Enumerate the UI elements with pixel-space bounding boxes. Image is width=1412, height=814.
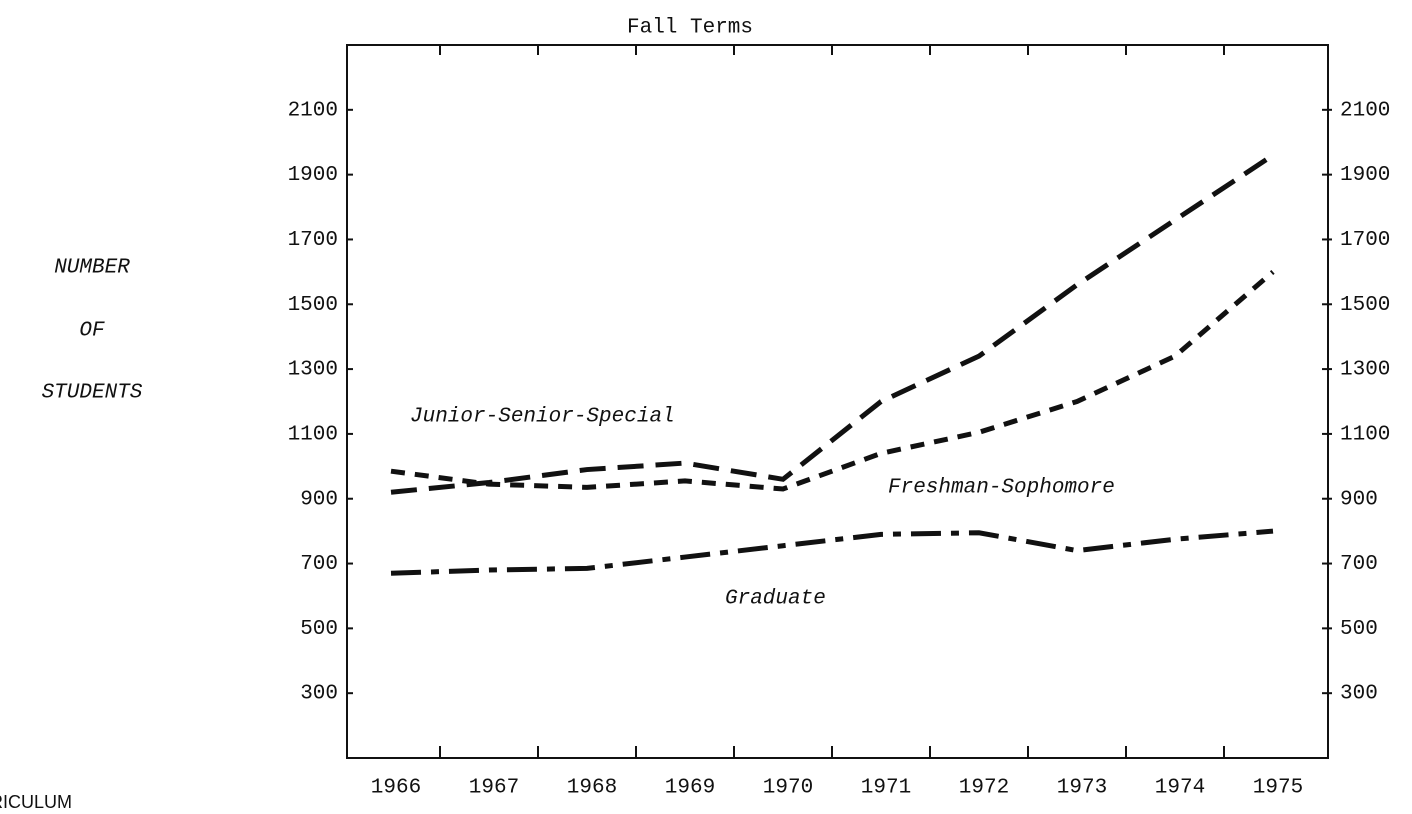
y2-tick-label: 1500 xyxy=(1340,294,1390,317)
y-tick-label: 300 xyxy=(300,683,338,706)
y2-tick-label: 700 xyxy=(1340,553,1378,576)
y2-tick-label: 900 xyxy=(1340,488,1378,511)
x-tick-label: 1969 xyxy=(665,777,715,800)
y-tick-label: 900 xyxy=(300,488,338,511)
series-line xyxy=(390,269,1275,492)
y-tick-label: 1900 xyxy=(288,164,338,187)
y-tick-label: 700 xyxy=(300,553,338,576)
y-tick-label: 1300 xyxy=(288,359,338,382)
series-label: Freshman-Sophomore xyxy=(888,477,1115,500)
y2-tick-label: 2100 xyxy=(1340,99,1390,122)
y2-tick-label: 1300 xyxy=(1340,359,1390,382)
y2-tick-label: 300 xyxy=(1340,683,1378,706)
series-label: Graduate xyxy=(725,588,826,611)
y2-tick-label: 1900 xyxy=(1340,164,1390,187)
series-label: Junior-Senior-Special xyxy=(410,406,675,429)
y2-tick-label: 1700 xyxy=(1340,229,1390,252)
y-tick-label: 1100 xyxy=(288,423,338,446)
y-axis-label: OF xyxy=(79,320,105,343)
annotation: RICULUM xyxy=(0,792,72,812)
y2-tick-label: 500 xyxy=(1340,618,1378,641)
x-tick-label: 1967 xyxy=(469,777,519,800)
y-tick-label: 500 xyxy=(300,618,338,641)
x-tick-label: 1975 xyxy=(1253,777,1303,800)
x-tick-label: 1970 xyxy=(763,777,813,800)
x-tick-label: 1966 xyxy=(371,777,421,800)
y-tick-label: 2100 xyxy=(288,99,338,122)
series-line xyxy=(390,153,1275,495)
series-line xyxy=(390,528,1274,576)
chart-title: Fall Terms xyxy=(627,17,753,40)
y2-tick-label: 1100 xyxy=(1340,423,1390,446)
y-axis-label: STUDENTS xyxy=(42,382,143,405)
x-tick-label: 1973 xyxy=(1057,777,1107,800)
x-tick-label: 1972 xyxy=(959,777,1009,800)
plot-frame xyxy=(346,44,1329,759)
x-tick-label: 1974 xyxy=(1155,777,1205,800)
x-tick-label: 1968 xyxy=(567,777,617,800)
x-tick-label: 1971 xyxy=(861,777,911,800)
y-tick-label: 1500 xyxy=(288,294,338,317)
y-axis-label: NUMBER xyxy=(54,257,130,280)
y-tick-label: 1700 xyxy=(288,229,338,252)
